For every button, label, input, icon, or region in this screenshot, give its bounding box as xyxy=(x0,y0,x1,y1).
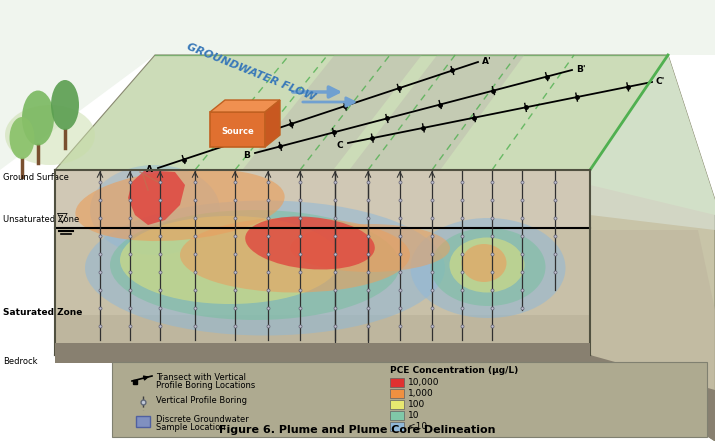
Ellipse shape xyxy=(90,165,220,255)
Polygon shape xyxy=(265,100,280,147)
Bar xyxy=(55,228,590,355)
Ellipse shape xyxy=(180,217,410,292)
Ellipse shape xyxy=(110,210,400,320)
Bar xyxy=(55,315,590,343)
Bar xyxy=(390,411,404,420)
Polygon shape xyxy=(590,55,715,441)
Text: 1,000: 1,000 xyxy=(408,389,434,398)
Text: Unsaturated Zone: Unsaturated Zone xyxy=(3,215,79,224)
Ellipse shape xyxy=(22,90,54,146)
Text: ▽: ▽ xyxy=(56,210,67,224)
Polygon shape xyxy=(590,55,715,215)
Polygon shape xyxy=(55,55,668,170)
Text: <10: <10 xyxy=(408,422,427,431)
Polygon shape xyxy=(349,55,524,170)
Text: GROUNDWATER FLOW: GROUNDWATER FLOW xyxy=(185,41,317,102)
Polygon shape xyxy=(590,355,715,441)
Ellipse shape xyxy=(5,105,95,165)
Ellipse shape xyxy=(410,218,566,318)
Text: Transect with Vertical: Transect with Vertical xyxy=(156,373,246,382)
Text: C: C xyxy=(336,141,343,149)
Ellipse shape xyxy=(450,238,525,292)
Ellipse shape xyxy=(290,224,450,272)
Polygon shape xyxy=(590,230,715,400)
Text: Saturated Zone: Saturated Zone xyxy=(3,308,82,317)
Ellipse shape xyxy=(430,228,546,306)
Ellipse shape xyxy=(85,201,445,336)
Ellipse shape xyxy=(120,216,340,304)
Polygon shape xyxy=(210,100,280,112)
Ellipse shape xyxy=(245,217,375,269)
Text: B: B xyxy=(243,150,250,160)
Bar xyxy=(55,170,590,228)
Text: Discrete Groundwater: Discrete Groundwater xyxy=(156,415,249,424)
Text: 10,000: 10,000 xyxy=(408,378,440,387)
Bar xyxy=(136,416,150,427)
Text: B': B' xyxy=(576,66,586,75)
Bar xyxy=(390,422,404,431)
Text: Profile Boring Locations: Profile Boring Locations xyxy=(156,381,255,390)
Text: Source: Source xyxy=(221,127,254,136)
Text: C': C' xyxy=(656,78,666,86)
Text: 10: 10 xyxy=(408,411,420,420)
Ellipse shape xyxy=(51,80,79,130)
Bar xyxy=(390,389,404,398)
Text: Bedrock: Bedrock xyxy=(3,357,37,366)
Text: Sample Location: Sample Location xyxy=(156,423,226,432)
Bar xyxy=(55,170,590,355)
Text: 100: 100 xyxy=(408,400,425,409)
Bar xyxy=(390,400,404,409)
Bar xyxy=(390,378,404,387)
Polygon shape xyxy=(590,55,715,230)
Ellipse shape xyxy=(75,169,285,241)
Ellipse shape xyxy=(461,244,506,282)
Bar xyxy=(112,362,707,437)
Text: Figure 6. Plume and Plume Core Delineation: Figure 6. Plume and Plume Core Delineati… xyxy=(219,425,495,435)
Text: Ground Surface: Ground Surface xyxy=(3,173,69,182)
Polygon shape xyxy=(128,170,185,225)
Text: Vertical Profile Boring: Vertical Profile Boring xyxy=(156,396,247,405)
Bar xyxy=(210,112,265,147)
Text: A: A xyxy=(146,165,153,175)
Polygon shape xyxy=(0,0,715,170)
Text: A': A' xyxy=(482,57,492,67)
Bar xyxy=(55,343,590,363)
Text: PCE Concentration (µg/L): PCE Concentration (µg/L) xyxy=(390,366,518,375)
Ellipse shape xyxy=(9,117,34,159)
Polygon shape xyxy=(242,55,422,170)
